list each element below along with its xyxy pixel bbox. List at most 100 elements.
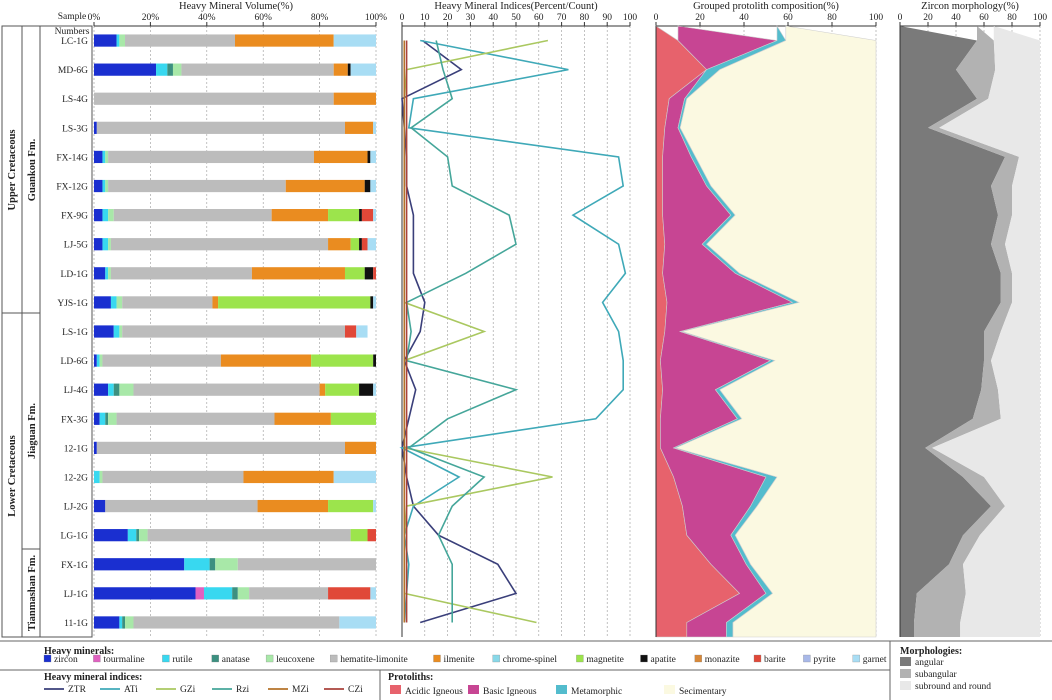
sample-label-fx-9g: FX-9G [61,212,88,222]
legend-swatch-garnet [852,654,860,663]
bar-ilmenite-ls-3g [344,121,374,134]
legend-label-ati: ATi [124,685,138,695]
legend-label-zircon: zircon [54,655,78,665]
zircon-tick-label: 20 [923,13,933,23]
bar-garnet-fx-14g [370,150,376,164]
legend-protoliths: Acidic Igneous Basic Igneous Metamorphic Se… [390,685,727,697]
legend-swatch-barite [753,654,762,663]
legend-label-chrome-spinel: chrome-spinel [503,655,558,665]
sample-label-lc-1g: LC-1G [61,37,88,47]
bar-ilmenite-fx-3g [274,412,331,425]
bar-zircon-fx-3g [94,412,100,425]
bar-leucoxene-ld-1g [108,267,111,280]
bar-leucoxene-lc-1g [119,34,126,47]
bar-zircon-ls-3g [94,121,97,134]
bar-garnet-ls-3g [373,121,376,134]
legend-label-tourmaline: tourmaline [103,655,144,665]
formation-guankou: Guankou Fm. [27,138,38,201]
sample-label-ls-3g: LS-3G [62,124,88,134]
bar-ilmenite-lj-4g [319,383,326,396]
volume-tick-label: 60% [254,13,272,23]
bar-zircon-lj-2g [94,499,106,513]
volume-tick-label: 100% [365,13,387,23]
legend-swatch-subangular [900,669,911,678]
bar-hematite-limonite-ls-3g [96,121,345,134]
zircon-area-angular [900,26,1005,637]
bar-ilmenite-12-2g [243,470,334,484]
volume-tick-label: 0% [88,13,101,23]
bar-rutile-ld-1g [105,267,109,280]
bar-magnetite-lj-2g [328,499,374,513]
bar-leucoxene-fx-9g [108,209,114,222]
bar-apatite-lj-5g [359,238,362,251]
sample-header-top: Sample [58,12,87,22]
bar-barite-ls-1g [344,325,357,338]
legend-label-anatase: anatase [222,655,250,665]
legend-swatch-rutile [162,654,170,663]
sample-label-fx-1g: FX-1G [61,561,88,571]
legend-header-indices: Heavy mineral indices: [44,672,142,683]
indices-tick-label: 100 [623,13,638,23]
bar-leucoxene-lg-1g [139,529,148,542]
legend-label-rutile: rutile [172,655,192,665]
legend-swatch-apatite [640,654,648,663]
indices-tick-label: 80 [580,13,590,23]
protolith-tick-label: 0 [654,13,659,23]
legend-header-heavy-minerals: Heavy minerals: [44,646,114,657]
legend-label-mzi: MZi [292,685,309,695]
stratigraphy-column: Sample Numbers Upper Cretaceous Lower Cr… [1,12,93,638]
indices-tick-label: 0 [400,13,405,23]
legend-header-morphologies: Morphologies: [900,646,962,657]
legend-swatch-monazite [694,654,702,663]
indices-tick-label: 60 [534,13,544,23]
legend-label-metamorphic: Metamorphic [571,687,622,697]
sample-label-yjs-1g: YJS-1G [57,299,88,309]
bar-anatase-lj-4g [113,383,120,396]
bar-leucoxene-md-6g [172,63,182,76]
zircon-tick-label: 60 [979,13,989,23]
legend-label-garnet: garnet [863,655,887,665]
bar-rutile-fx-3g [99,412,106,425]
panel-title-zircon: Zircon morphology(%) [921,1,1019,12]
bar-hematite-limonite-11-1g [133,616,340,629]
bar-hematite-limonite-fx-12g [108,179,286,193]
protolith-tick-label: 60 [783,13,793,23]
sample-label-fx-12g: FX-12G [56,183,88,193]
volume-tick-label: 80% [311,13,329,23]
legend-label-pyrite: pyrite [813,655,835,665]
bar-magnetite-fx-9g [328,209,360,222]
bar-zircon-lc-1g [94,34,117,47]
legend-swatch-leucoxene [265,654,274,663]
sample-label-12-1g: 12-1G [64,444,88,454]
bar-leucoxene-11-1g [125,616,134,629]
legend-indices: ZTR ATi GZi Rzi MZi CZi [44,685,363,695]
bar-zircon-md-6g [94,63,157,76]
bar-rutile-lc-1g [116,34,120,47]
bar-magnetite-lg-1g [350,529,368,542]
system-lower-cretaceous: Lower Cretaceous [7,435,18,517]
bar-ilmenite-fx-9g [271,209,329,222]
legend-label-monazite: monazite [705,655,740,665]
indices-tick-label: 30 [466,13,476,23]
bar-zircon-lj-4g [94,383,109,396]
bar-apatite-fx-12g [364,179,371,193]
panel-title-indices: Heavy Mineral Indices(Percent/Count) [434,1,598,12]
bar-leucoxene-lj-4g [119,383,134,396]
bar-garnet-lj-4g [373,383,376,396]
bar-tourmaline-lj-1g [195,587,204,600]
legend-swatch-ilmenite [433,654,441,663]
bar-zircon-ld-6g [94,354,97,367]
sample-label-fx-14g: FX-14G [56,153,88,163]
bar-barite-lg-1g [367,529,376,542]
bar-rutile-fx-14g [102,150,106,164]
bar-hematite-limonite-ls-1g [122,325,345,338]
bar-ilmenite-lc-1g [235,34,334,47]
bar-leucoxene-fx-3g [108,412,117,425]
zircon-tick-label: 100 [1033,13,1048,23]
bar-rutile-ls-1g [113,325,120,338]
bar-hematite-limonite-12-2g [102,470,244,484]
bar-leucoxene-fx-12g [105,179,109,193]
legend-swatch-hematite-limonite [330,654,338,663]
indices-tick-label: 50 [511,13,521,23]
legend-swatch-pyrite [803,654,811,663]
